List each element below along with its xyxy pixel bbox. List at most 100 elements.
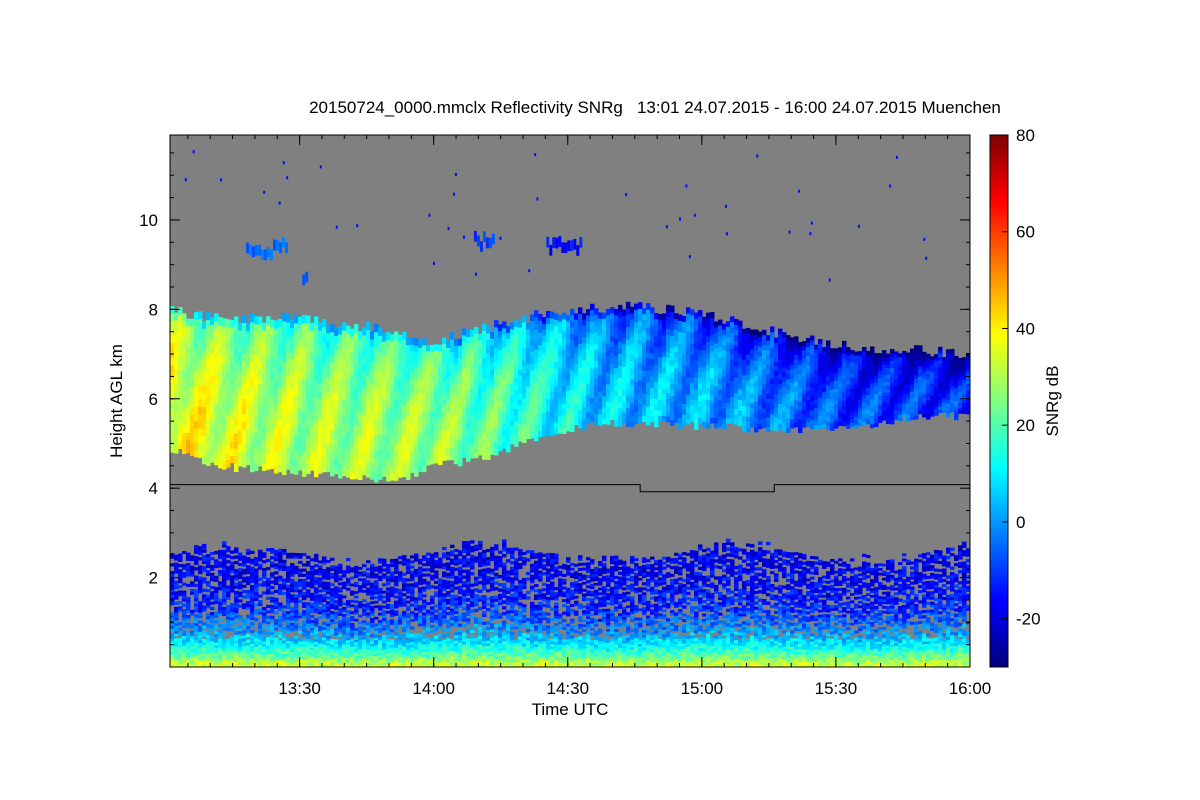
echo-cell <box>430 640 435 644</box>
echo-cell <box>402 651 407 655</box>
echo-cell <box>618 623 623 627</box>
echo-cell <box>594 621 599 625</box>
echo-cell <box>590 605 595 609</box>
echo-cell <box>634 642 639 646</box>
echo-cell <box>482 600 487 604</box>
echo-cell <box>326 581 331 585</box>
echo-cell <box>786 661 791 665</box>
echo-cell <box>354 653 359 657</box>
echo-cell <box>622 662 627 666</box>
echo-cell <box>646 615 651 619</box>
echo-cell <box>306 563 311 567</box>
echo-cell <box>698 636 703 640</box>
echo-cell <box>474 588 479 592</box>
echo-cell <box>202 655 207 660</box>
echo-cell <box>182 648 187 652</box>
echo-cell <box>710 566 715 570</box>
echo-cell <box>334 632 339 636</box>
echo-cell <box>478 552 483 556</box>
echo-cell <box>374 657 379 661</box>
echo-cell <box>490 609 495 613</box>
echo-cell <box>606 575 611 579</box>
echo-cell <box>566 559 571 563</box>
echo-cell <box>470 661 475 665</box>
echo-cell <box>558 590 563 594</box>
echo-cell <box>198 576 203 580</box>
echo-cell <box>402 649 407 653</box>
echo-cell <box>210 585 215 590</box>
echo-cell <box>722 600 727 605</box>
echo-cell <box>578 649 583 653</box>
echo-cell <box>182 550 187 555</box>
echo-cell <box>354 618 359 622</box>
echo-cell <box>494 655 499 659</box>
echo-cell <box>734 647 739 652</box>
echo-cell <box>282 549 287 553</box>
echo-cell <box>286 597 291 602</box>
echo-cell <box>546 591 551 595</box>
echo-cell <box>486 597 491 601</box>
echo-cell <box>394 575 399 579</box>
echo-cell <box>470 615 475 619</box>
echo-cell <box>326 569 331 573</box>
echo-cell <box>430 643 435 647</box>
echo-cell <box>262 661 267 665</box>
echo-cell <box>614 608 619 612</box>
echo-cell <box>262 638 267 642</box>
echo-cell <box>582 652 587 656</box>
echo-cell <box>686 628 691 632</box>
echo-cell <box>706 642 711 646</box>
echo-cell <box>238 630 243 634</box>
echo-cell <box>590 664 595 668</box>
echo-cell <box>378 629 383 633</box>
echo-cell <box>642 582 647 586</box>
echo-cell <box>618 645 623 648</box>
echo-cell <box>542 598 547 602</box>
echo-cell <box>550 584 555 588</box>
echo-cell <box>678 659 683 663</box>
echo-cell <box>370 617 375 621</box>
echo-cell <box>214 644 219 649</box>
echo-cell <box>766 661 771 665</box>
echo-cell <box>358 646 363 650</box>
echo-cell <box>594 610 599 613</box>
echo-cell <box>454 586 459 590</box>
echo-cell <box>602 591 607 595</box>
echo-cell <box>430 606 435 610</box>
echo-cell <box>650 639 655 643</box>
echo-cell <box>442 642 447 646</box>
echo-cell <box>682 605 687 609</box>
echo-cell <box>514 661 519 665</box>
echo-cell <box>370 624 375 628</box>
echo-cell <box>530 656 535 660</box>
echo-cell <box>714 545 719 549</box>
echo-cell <box>538 570 543 574</box>
echo-cell <box>394 657 399 661</box>
echo-cell <box>738 623 743 628</box>
echo-cell <box>174 630 179 634</box>
echo-cell <box>762 590 767 595</box>
echo-cell <box>534 661 539 665</box>
echo-cell <box>314 595 319 599</box>
echo-cell <box>430 664 435 668</box>
echo-cell <box>190 609 195 613</box>
echo-cell <box>530 563 535 568</box>
echo-cell <box>298 664 303 668</box>
echo-cell <box>378 622 383 626</box>
echo-cell <box>438 653 443 658</box>
echo-cell <box>306 612 311 616</box>
echo-cell <box>466 589 471 594</box>
echo-cell <box>762 653 767 657</box>
echo-cell <box>402 562 407 566</box>
echo-cell <box>518 624 523 629</box>
echo-cell <box>450 558 455 562</box>
echo-cell <box>446 627 451 631</box>
echo-cell <box>494 615 499 619</box>
echo-cell <box>778 584 783 589</box>
echo-cell <box>658 654 663 658</box>
echo-cell <box>170 581 175 585</box>
echo-cell <box>298 612 303 616</box>
echo-cell <box>282 559 287 563</box>
echo-cell <box>270 572 275 576</box>
echo-cell <box>474 556 479 560</box>
